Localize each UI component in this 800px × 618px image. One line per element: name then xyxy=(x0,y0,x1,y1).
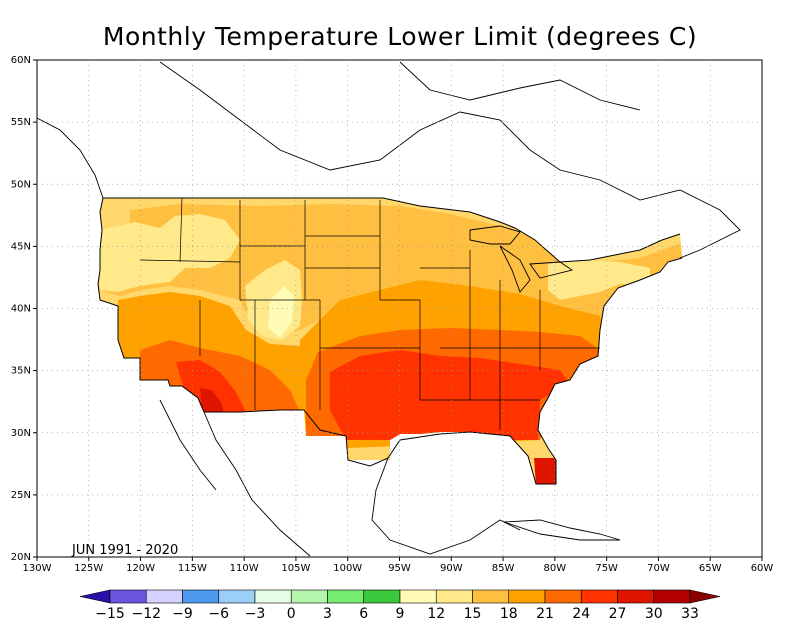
colorbar-label: 3 xyxy=(323,606,332,618)
colorbar-swatch xyxy=(327,589,365,604)
colorbar-label: 15 xyxy=(464,606,482,618)
lat-label: 25N xyxy=(11,490,31,501)
field-30-lower-colorado xyxy=(200,388,224,414)
lat-label: 50N xyxy=(11,179,31,190)
lat-label: 30N xyxy=(11,428,31,439)
canada-coast xyxy=(36,61,741,259)
colorbar-label: 21 xyxy=(536,606,554,618)
us-mexico-border xyxy=(204,409,389,467)
colorbar-swatch xyxy=(290,589,328,604)
lon-label: 110W xyxy=(230,563,259,574)
colorbar-swatch xyxy=(218,589,256,604)
lon-label: 125W xyxy=(74,563,103,574)
lon-label: 90W xyxy=(440,563,463,574)
us-canada-border xyxy=(103,197,681,263)
colorbar-swatch xyxy=(508,589,546,604)
longitude-labels: 130W 125W 120W 115W 110W 105W 100W 95W 90W 85W 80W… xyxy=(23,557,774,574)
lon-label: 70W xyxy=(647,563,670,574)
lon-label: 65W xyxy=(699,563,722,574)
colorbar-label: 9 xyxy=(396,606,405,618)
colorbar-label: −9 xyxy=(172,606,193,618)
colorbar-swatch xyxy=(617,589,655,604)
colorbar-swatch xyxy=(580,589,618,604)
colorbar-label: −3 xyxy=(245,606,266,618)
colorbar-label: −15 xyxy=(95,606,125,618)
map-title: Monthly Temperature Lower Limit (degrees… xyxy=(102,22,698,51)
great-lakes xyxy=(469,225,574,293)
west-coast xyxy=(97,197,205,413)
lon-label: 130W xyxy=(23,563,52,574)
colorbar: −15 −12 −9 −6 −3 0 3 6 9 12 15 18 21 24 27 30 33 xyxy=(79,589,721,618)
period-label: JUN 1991 - 2020 xyxy=(71,543,178,558)
colorbar-label: −6 xyxy=(208,606,229,618)
lon-label: 100W xyxy=(333,563,362,574)
colorbar-swatch xyxy=(653,589,691,604)
colorbar-swatch xyxy=(109,589,147,604)
lat-label: 20N xyxy=(11,552,31,563)
colorbar-label: 27 xyxy=(609,606,627,618)
field-15-northwest xyxy=(100,214,240,292)
colorbar-label: 30 xyxy=(645,606,663,618)
lon-label: 75W xyxy=(595,563,618,574)
colorbar-label: 12 xyxy=(427,606,445,618)
colorbar-label: 0 xyxy=(287,606,296,618)
lat-label: 45N xyxy=(11,241,31,252)
colorbar-swatch xyxy=(435,589,473,604)
lon-label: 115W xyxy=(178,563,207,574)
lat-label: 40N xyxy=(11,304,31,315)
lon-label: 85W xyxy=(492,563,515,574)
lat-label: 55N xyxy=(11,117,31,128)
field-15-northeast xyxy=(548,260,650,300)
colorbar-swatch xyxy=(399,589,437,604)
colorbar-label: −12 xyxy=(131,606,161,618)
colorbar-swatch xyxy=(182,589,220,604)
colorbar-swatch xyxy=(363,589,401,604)
state-lines xyxy=(139,197,600,430)
colorbar-swatch xyxy=(145,589,183,604)
colorbar-label: 33 xyxy=(681,606,699,618)
colorbar-swatch xyxy=(544,589,582,604)
field-30-florida xyxy=(534,458,556,484)
latitude-labels: 20N 25N 30N 35N 40N 45N 50N 55N 60N xyxy=(11,55,37,563)
gridlines xyxy=(37,60,762,557)
colorbar-label: 24 xyxy=(572,606,590,618)
cuba xyxy=(503,519,621,541)
lon-label: 60W xyxy=(751,563,774,574)
lon-label: 105W xyxy=(281,563,310,574)
colorbar-high-triangle xyxy=(689,589,721,604)
lat-label: 60N xyxy=(11,55,31,66)
lon-label: 80W xyxy=(544,563,567,574)
field-27-gulf xyxy=(330,350,570,440)
colorbar-swatch xyxy=(254,589,292,604)
lon-label: 95W xyxy=(388,563,411,574)
coastlines xyxy=(36,61,741,557)
colorbar-low-triangle xyxy=(79,589,111,604)
lat-label: 35N xyxy=(11,366,31,377)
colorbar-label: 18 xyxy=(500,606,518,618)
field-12-peak xyxy=(268,286,294,338)
colorbar-swatch xyxy=(472,589,510,604)
lon-label: 120W xyxy=(126,563,155,574)
colorbar-label: 6 xyxy=(359,606,368,618)
